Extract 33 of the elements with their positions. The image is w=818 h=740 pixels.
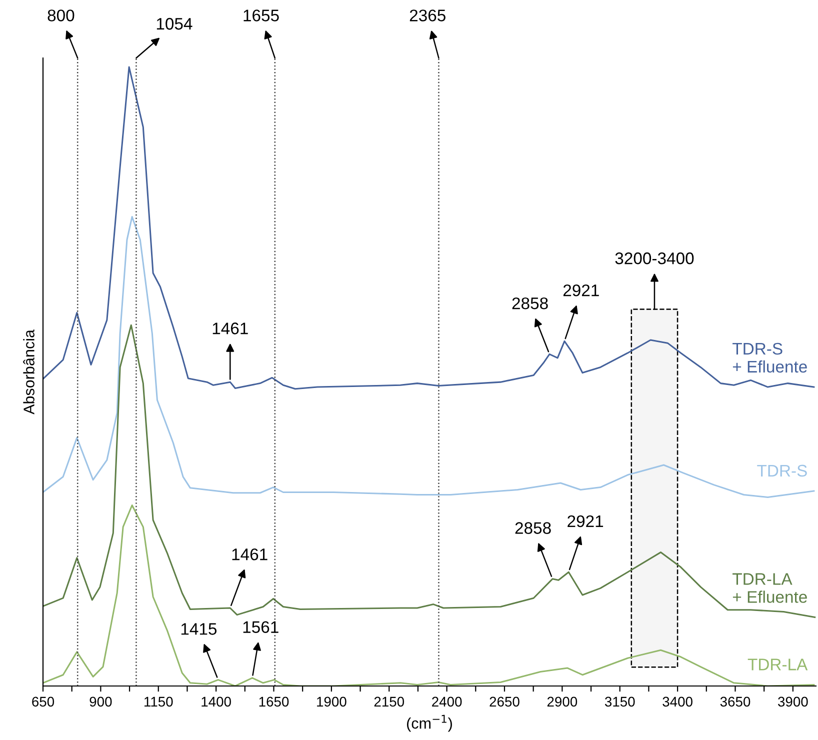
- annotation: 1561: [243, 621, 278, 633]
- annotation: 2858: [515, 522, 551, 534]
- x-tick-label: 900: [90, 696, 112, 707]
- series-label: TDR-S + Efluente: [732, 342, 807, 373]
- annotation: 1461: [212, 322, 248, 334]
- band-label: 3200-3400: [615, 252, 694, 264]
- x-tick-label: 2400: [432, 696, 462, 707]
- x-tick-label: 650: [32, 696, 54, 707]
- x-tick-label: 3650: [720, 696, 750, 707]
- x-tick-label: 2900: [547, 696, 578, 707]
- ref-line-label: 1054: [156, 18, 192, 30]
- annotation: 1415: [181, 623, 217, 635]
- ref-line-label: 2365: [410, 10, 446, 22]
- annotation: 1461: [232, 548, 268, 560]
- x-tick-label: 2150: [374, 696, 404, 707]
- ref-line-label: 1655: [244, 10, 279, 22]
- annotation: 2858: [512, 297, 548, 310]
- x-tick-label: 3900: [778, 696, 808, 707]
- annotation: 2921: [563, 284, 599, 296]
- x-tick-label: 1650: [259, 696, 289, 707]
- annotation: 2921: [568, 515, 604, 528]
- x-tick-label: 3400: [662, 696, 692, 707]
- x-tick-label: 1150: [144, 696, 173, 707]
- series-label: TDR-LA: [748, 658, 808, 670]
- x-tick-label: 2650: [490, 696, 520, 707]
- ref-line-label: 800: [48, 10, 74, 22]
- series-label: TDR-S: [757, 464, 807, 477]
- x-tick-label: 1900: [317, 696, 346, 707]
- x-tick-label: 3150: [604, 696, 635, 707]
- series-label: TDR-LA + Efluente: [732, 573, 807, 603]
- x-axis-title: (cm$^{−1}$): [406, 714, 452, 732]
- x-tick-label: 1400: [202, 696, 231, 707]
- y-axis-title: Absorbância: [23, 330, 34, 414]
